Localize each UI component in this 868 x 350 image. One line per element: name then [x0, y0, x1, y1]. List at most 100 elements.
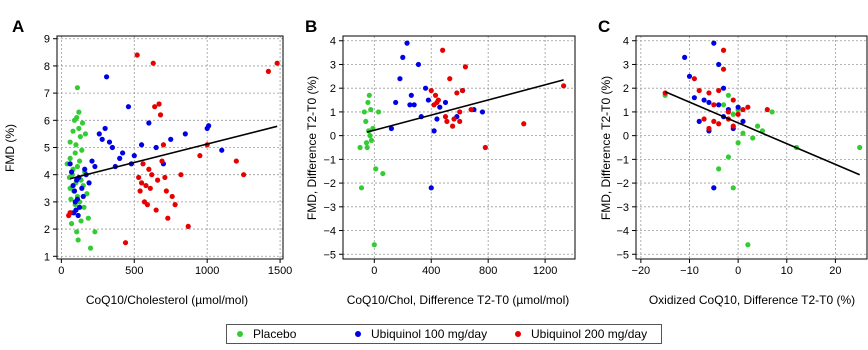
x-tick-label-a: 500: [125, 265, 143, 277]
data-point-ubiquinol-200-mg-day: [122, 240, 129, 246]
data-point-ubiquinol-200-mg-day: [178, 172, 184, 178]
data-point-placebo: [725, 92, 732, 98]
data-point-ubiquinol-100-mg-day: [428, 185, 434, 191]
data-point-placebo: [67, 155, 73, 161]
x-tick-label-b: 800: [479, 265, 497, 277]
y-tick-label-c: −4: [616, 226, 629, 238]
data-point-ubiquinol-200-mg-day: [147, 185, 153, 191]
data-point-ubiquinol-200-mg-day: [265, 68, 272, 74]
y-tick-label-c: −2: [616, 178, 629, 190]
data-point-ubiquinol-200-mg-day: [449, 123, 456, 129]
legend-marker-ubiquinol-200: [515, 331, 521, 337]
data-point-ubiquinol-100-mg-day: [393, 99, 399, 106]
data-point-placebo: [361, 109, 367, 115]
data-point-ubiquinol-100-mg-day: [425, 97, 431, 103]
data-point-ubiquinol-100-mg-day: [408, 92, 414, 98]
data-point-ubiquinol-100-mg-day: [411, 102, 417, 108]
data-point-ubiquinol-200-mg-day: [462, 64, 469, 70]
data-point-placebo: [366, 92, 372, 98]
data-point-ubiquinol-200-mg-day: [185, 223, 191, 229]
y-tick-label-a: 5: [44, 143, 50, 155]
data-point-ubiquinol-100-mg-day: [720, 85, 727, 91]
data-point-ubiquinol-200-mg-day: [233, 158, 239, 164]
y-tick-label-b: −3: [323, 202, 336, 214]
panel-a: A 0 500 1000 1500 1 2 3 4 5 6 7 8 9 CoQ10/Cholestero…: [3, 17, 292, 307]
data-point-placebo: [373, 166, 379, 172]
data-point-ubiquinol-100-mg-day: [716, 102, 722, 108]
plot-frame-c: [635, 35, 868, 260]
data-point-placebo: [67, 139, 73, 145]
data-point-ubiquinol-100-mg-day: [479, 109, 486, 115]
data-point-ubiquinol-100-mg-day: [138, 142, 145, 148]
data-point-placebo: [716, 166, 722, 172]
data-point-ubiquinol-100-mg-day: [716, 61, 722, 68]
data-point-placebo: [735, 140, 741, 146]
data-point-ubiquinol-200-mg-day: [447, 76, 453, 82]
data-point-ubiquinol-200-mg-day: [169, 193, 175, 200]
y-tick-label-b: 2: [330, 83, 336, 95]
data-point-placebo: [740, 130, 746, 136]
data-point-placebo: [87, 245, 94, 251]
data-point-ubiquinol-200-mg-day: [241, 172, 247, 178]
data-point-placebo: [720, 102, 727, 108]
data-point-placebo: [364, 144, 370, 151]
y-tick-label-c: −5: [616, 249, 629, 261]
legend: Placebo Ubiquinol 100 mg/day Ubiquinol 2…: [226, 324, 662, 344]
data-point-placebo: [371, 242, 377, 248]
data-point-ubiquinol-100-mg-day: [71, 188, 78, 194]
data-point-ubiquinol-100-mg-day: [431, 128, 437, 134]
data-point-ubiquinol-100-mg-day: [711, 40, 717, 46]
data-point-placebo: [730, 185, 736, 191]
data-point-ubiquinol-200-mg-day: [149, 172, 155, 178]
data-point-placebo: [74, 114, 80, 121]
data-point-ubiquinol-200-mg-day: [137, 188, 143, 194]
data-point-ubiquinol-200-mg-day: [720, 47, 727, 53]
data-point-ubiquinol-200-mg-day: [451, 116, 457, 122]
data-point-placebo: [78, 218, 84, 224]
data-point-ubiquinol-100-mg-day: [68, 169, 75, 175]
x-tick-label-b: 0: [371, 265, 377, 277]
data-point-placebo: [363, 118, 369, 125]
data-point-placebo: [375, 109, 382, 115]
x-tick-label-b: 400: [422, 265, 440, 277]
x-tick-label-c: 10: [781, 265, 793, 277]
data-point-ubiquinol-200-mg-day: [163, 188, 169, 194]
data-point-ubiquinol-100-mg-day: [73, 207, 79, 213]
data-point-ubiquinol-200-mg-day: [442, 114, 449, 120]
data-point-placebo: [84, 191, 90, 197]
data-point-ubiquinol-200-mg-day: [561, 83, 567, 89]
data-point-ubiquinol-200-mg-day: [716, 87, 722, 94]
regression-line-b: [366, 79, 564, 133]
data-point-placebo: [380, 170, 386, 177]
y-tick-label-a: 7: [44, 88, 50, 100]
x-tick-label-b: 1200: [533, 265, 557, 277]
data-point-placebo: [68, 196, 74, 202]
regression-line-a: [69, 125, 278, 180]
x-tick-label-a: 0: [58, 265, 64, 277]
data-point-placebo: [74, 163, 81, 170]
regression-line-c: [664, 91, 861, 176]
y-axis-label-a: FMD (%): [3, 124, 17, 172]
data-point-ubiquinol-100-mg-day: [86, 180, 92, 186]
data-point-ubiquinol-200-mg-day: [696, 87, 702, 94]
data-point-placebo: [92, 229, 98, 235]
data-point-ubiquinol-200-mg-day: [67, 210, 73, 216]
data-point-ubiquinol-200-mg-day: [434, 99, 440, 106]
data-point-ubiquinol-200-mg-day: [521, 121, 527, 127]
y-tick-label-a: 9: [44, 34, 50, 46]
data-point-ubiquinol-200-mg-day: [711, 102, 717, 108]
y-tick-label-a: 2: [44, 224, 50, 236]
data-point-placebo: [365, 99, 371, 106]
x-tick-label-a: 1500: [268, 265, 292, 277]
x-tick-label-c: −20: [632, 265, 651, 277]
legend-item-placebo: Placebo: [237, 327, 355, 341]
data-point-ubiquinol-100-mg-day: [80, 193, 86, 200]
data-point-placebo: [77, 158, 83, 164]
data-point-placebo: [745, 242, 751, 248]
y-tick-label-b: −1: [323, 154, 336, 166]
y-tick-label-b: 0: [330, 131, 336, 143]
data-point-ubiquinol-100-mg-day: [404, 40, 410, 46]
data-point-ubiquinol-100-mg-day: [106, 139, 113, 145]
data-point-placebo: [81, 204, 87, 210]
data-point-ubiquinol-100-mg-day: [146, 120, 152, 126]
